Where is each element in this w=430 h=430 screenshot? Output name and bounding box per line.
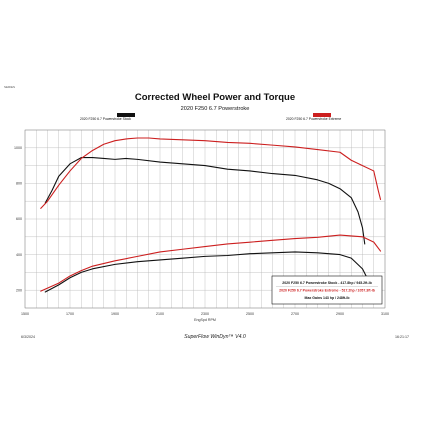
x-tick-label: 1500 [21,312,29,316]
plot-frame [24,129,386,309]
x-tick-label: 1900 [111,312,119,316]
legend-extreme-swatch [313,113,331,117]
x-tick-label: 2500 [246,312,254,316]
corner-code: SERIES [4,85,16,89]
x-tick-label: 2900 [336,312,344,316]
legend-stock-label: 2020 F250 6.7 Powerstroke Stock [80,117,132,121]
chart-subtitle: 2020 F250 6.7 Powerstroke [180,106,250,112]
x-tick-label: 2700 [291,312,299,316]
series-line-torque-extreme [40,137,382,209]
y-tick-label: 600 [16,217,22,221]
series-line-power-extreme [40,234,382,292]
x-axis-label: EngSpd RPM [194,318,216,322]
y-tick-label: 200 [16,288,22,292]
series-line-power-stock [44,251,368,293]
footer-date: 6/3/2024 [21,335,35,339]
footer-time: 16:21:17 [395,335,409,339]
summary-stock-line: 2020 F250 6.7 Powerstroke Stock - 417.8h… [282,281,372,285]
series-line-torque-stock [44,157,366,245]
footer-software: SuperFlow WinDyn™ V4.0 [184,334,246,340]
summary-box [271,275,383,305]
x-tick-label: 2100 [156,312,164,316]
y-tick-label: 800 [16,182,22,186]
legend-extreme-label: 2020 F250 6.7 Powerstroke Extreme [286,117,342,121]
chart-title: Corrected Wheel Power and Torque [134,92,296,103]
x-tick-label: 2300 [201,312,209,316]
legend-stock-swatch [117,113,135,117]
summary-gains-line: Max Gains 143 hp / 248ft-lb [305,296,350,300]
y-tick-label: 1000 [14,146,22,150]
x-tick-label: 3100 [381,312,389,316]
summary-extreme-line: 2020 F250 6.7 Powerstroke Extreme - 517.… [279,289,375,293]
y-tick-label: 400 [16,253,22,257]
x-tick-label: 1700 [66,312,74,316]
